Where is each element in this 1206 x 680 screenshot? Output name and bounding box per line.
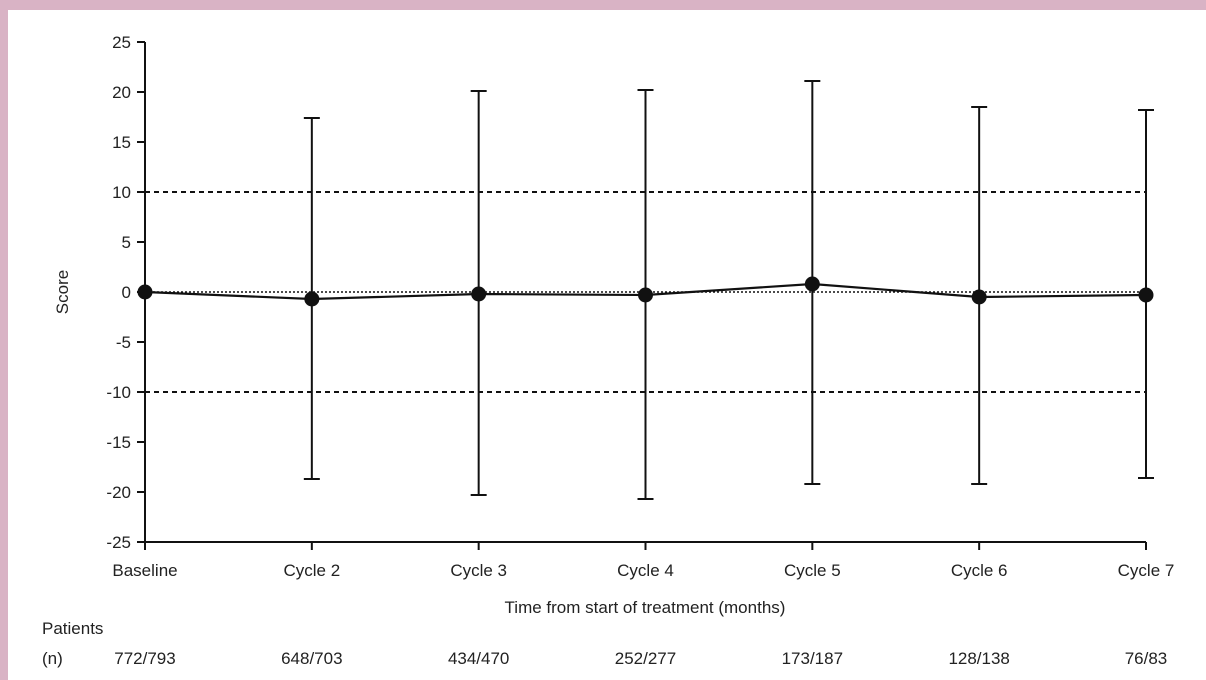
y-tick-label: 10 xyxy=(112,183,131,202)
y-axis-title: Score xyxy=(53,270,72,314)
data-point xyxy=(1138,287,1154,303)
data-point xyxy=(638,287,653,303)
x-axis: Baseline Cycle 2 Cycle 3 Cycle 4 Cycle 5 Cycl… xyxy=(112,541,1175,580)
y-tick-label: 15 xyxy=(112,133,131,152)
patient-count: 772/793 xyxy=(114,649,175,668)
data-point xyxy=(471,286,487,302)
patient-count: 648/703 xyxy=(281,649,342,668)
patient-count: 128/138 xyxy=(948,649,1009,668)
y-tick-label: -5 xyxy=(116,333,131,352)
y-tick-label: 5 xyxy=(122,233,131,252)
x-tick-label: Cycle 2 xyxy=(283,561,340,580)
x-axis-title: Time from start of treatment (months) xyxy=(505,598,786,617)
left-border xyxy=(0,0,8,680)
y-tick-label: 20 xyxy=(112,83,131,102)
data-point xyxy=(137,284,153,300)
y-tick-label: -15 xyxy=(106,433,131,452)
data-point xyxy=(804,276,820,292)
patient-count: 76/83 xyxy=(1125,649,1168,668)
y-tick-label: 25 xyxy=(112,33,131,52)
patients-label: Patients xyxy=(42,619,103,638)
top-border xyxy=(0,0,1206,10)
patient-counts: 772/793 648/703 434/470 252/277 173/187 128/1… xyxy=(114,649,1167,668)
x-tick-label: Cycle 4 xyxy=(617,561,674,580)
patient-count: 252/277 xyxy=(615,649,676,668)
data-points xyxy=(137,276,1154,307)
x-tick-label: Cycle 5 xyxy=(784,561,841,580)
x-tick-label: Cycle 3 xyxy=(450,561,507,580)
patient-count: 434/470 xyxy=(448,649,509,668)
x-tick-label: Cycle 6 xyxy=(951,561,1008,580)
data-point xyxy=(304,291,320,307)
x-tick-label: Baseline xyxy=(112,561,177,580)
y-tick-label: -25 xyxy=(106,533,131,552)
y-tick-label: 0 xyxy=(122,283,131,302)
patients-n-label: (n) xyxy=(42,649,63,668)
patient-count: 173/187 xyxy=(782,649,843,668)
x-tick-label: Cycle 7 xyxy=(1118,561,1175,580)
y-tick-label: -10 xyxy=(106,383,131,402)
y-tick-label: -20 xyxy=(106,483,131,502)
data-point xyxy=(971,289,987,305)
